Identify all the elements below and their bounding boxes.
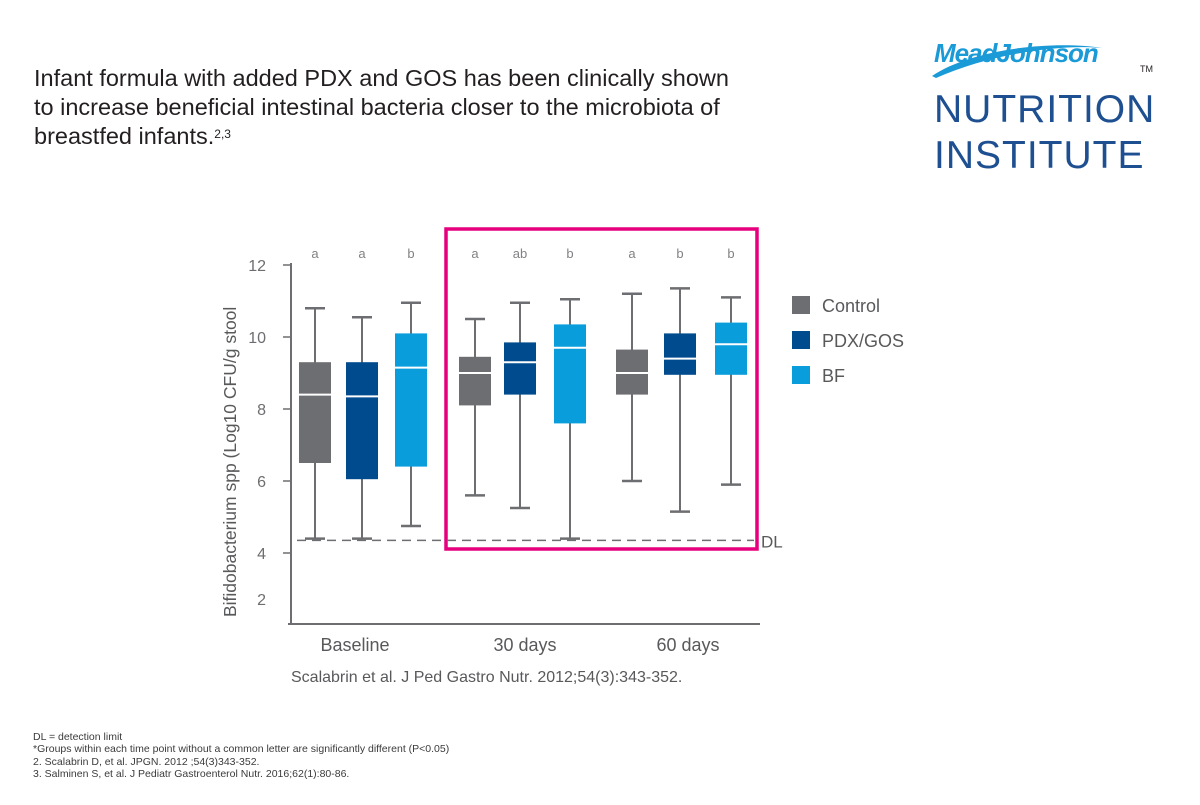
x-category-label: Baseline [320,635,389,655]
chart-citation: Scalabrin et al. J Ped Gastro Nutr. 2012… [291,669,683,686]
legend-swatch [792,296,810,314]
headline: Infant formula with added PDX and GOS ha… [34,64,734,151]
y-tick-label: 4 [257,546,266,563]
footnotes: DL = detection limit *Groups within each… [33,731,449,781]
legend-label: BF [822,366,845,386]
y-axis-title: Bifidobacterium spp (Log10 CFU/g stool [220,307,240,617]
x-category-label: 60 days [656,635,719,655]
highlight-box [444,227,759,551]
footnote-ref-2: 2. Scalabrin D, et al. JPGN. 2012 ;54(3)… [33,755,260,768]
box-control [299,362,331,463]
box-control [459,356,491,406]
significance-letter: b [566,246,573,261]
box-pdx-gos [346,362,378,480]
significance-letter: a [358,246,366,261]
significance-letter: ab [513,246,527,261]
logo-line-2: INSTITUTE [934,134,1145,177]
footnote-ref-3: 3. Salminen S, et al. J Pediatr Gastroen… [33,768,350,781]
footnote-significance: *Groups within each time point without a… [33,743,450,756]
legend-swatch [792,366,810,384]
footnote-dl: DL = detection limit [33,731,123,743]
y-tick-label: 10 [248,330,266,347]
logo-line-1: NUTRITION [934,88,1156,131]
legend-swatch [792,331,810,349]
y-tick-label: 6 [257,474,266,491]
legend-label: Control [822,296,880,316]
significance-letter: a [311,246,319,261]
logo-brand: MeadJohnson [934,38,1099,68]
box-bf [554,324,586,424]
significance-letter: a [471,246,479,261]
box-pdx-gos [664,333,696,375]
logo-trademark: TM [1140,64,1153,74]
significance-letter: b [676,246,683,261]
significance-letter: b [727,246,734,261]
x-category-label: 30 days [493,635,556,655]
significance-letter: b [407,246,414,261]
mead-johnson-nutrition-institute-logo: MeadJohnson TM NUTRITION INSTITUTE [930,36,1180,186]
y-tick-label: 12 [248,258,266,275]
y-tick-label: 8 [257,402,266,419]
significance-letter: a [628,246,636,261]
y-tick-label: 2 [257,592,266,609]
box-pdx-gos [504,342,536,395]
box-bf [715,322,747,375]
detection-limit-label: DL [761,532,783,551]
headline-superscript: 2,3 [214,127,231,141]
logo-swoosh-icon [932,45,1102,78]
legend-label: PDX/GOS [822,331,904,351]
box-bf [395,333,427,467]
headline-text: Infant formula with added PDX and GOS ha… [34,65,729,149]
